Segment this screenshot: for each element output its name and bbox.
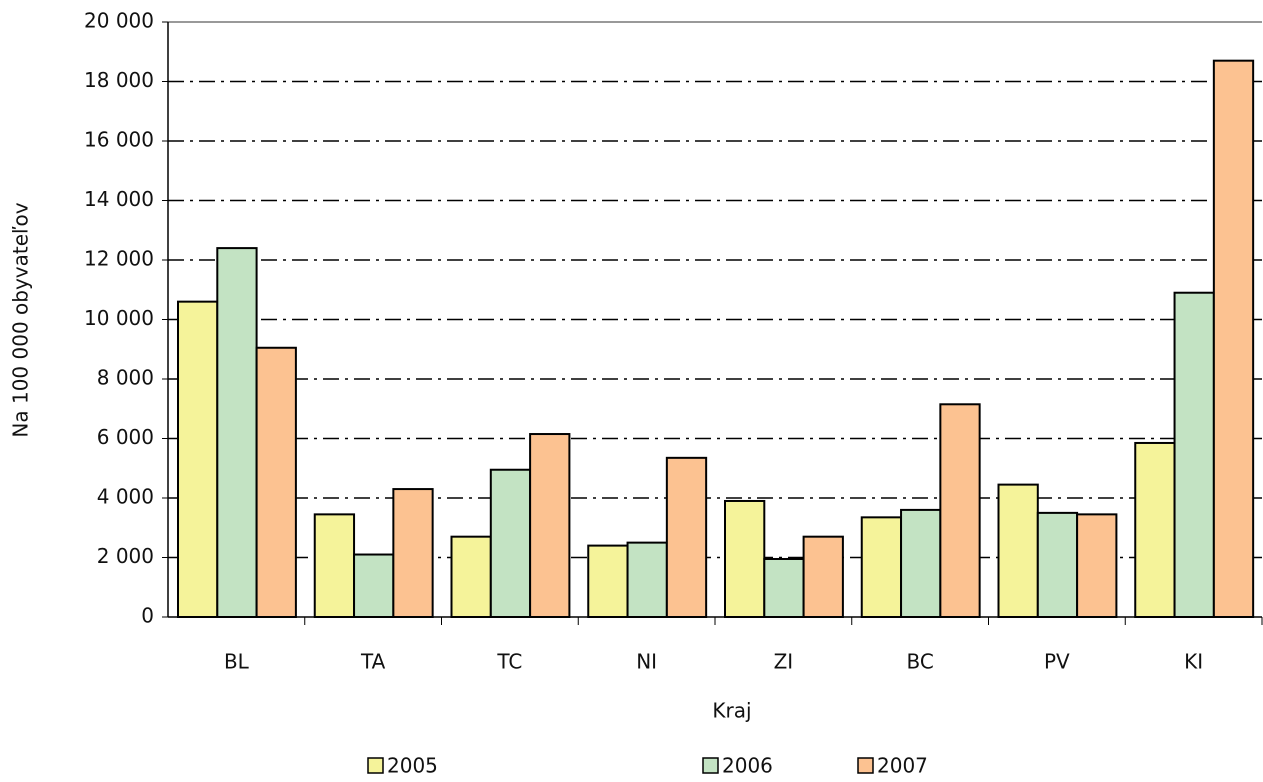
bar [177, 300, 219, 618]
bar [450, 535, 492, 618]
y-tick-label: 0 [141, 604, 154, 628]
legend-swatch [367, 757, 384, 774]
y-tick-label: 18 000 [84, 68, 154, 92]
bar [255, 346, 297, 618]
bar [392, 488, 434, 619]
legend-label: 2007 [877, 754, 928, 778]
y-tick-label: 6 000 [97, 425, 154, 449]
bar [997, 483, 1039, 618]
bar [724, 499, 766, 619]
y-tick-label: 4 000 [97, 485, 154, 509]
bar [353, 553, 395, 619]
x-tick-label: TC [496, 650, 522, 674]
bar [1036, 511, 1079, 618]
bar [900, 508, 942, 618]
bar [802, 535, 844, 618]
y-tick-label: 8 000 [97, 366, 154, 390]
bar [313, 513, 356, 618]
y-tick-label: 2 000 [97, 544, 154, 568]
bar [587, 544, 629, 618]
bar [939, 403, 981, 618]
bar [626, 541, 668, 618]
bar [860, 516, 903, 619]
bar [489, 468, 532, 618]
legend-label: 2005 [387, 754, 438, 778]
legend-swatch [857, 757, 874, 774]
bar [1134, 441, 1176, 618]
bar [529, 433, 571, 618]
bar [1076, 513, 1118, 618]
y-tick-label: 20 000 [84, 9, 154, 33]
y-tick-label: 10 000 [84, 306, 154, 330]
y-tick-label: 14 000 [84, 187, 154, 211]
x-tick-label: BL [224, 650, 250, 674]
x-axis-label: Kraj [712, 699, 751, 723]
x-tick-label: ZI [774, 650, 794, 674]
bar [1212, 59, 1255, 619]
x-tick-label: KI [1184, 650, 1203, 674]
x-tick-label: NI [636, 650, 657, 674]
legend-label: 2006 [722, 754, 773, 778]
bar [665, 456, 708, 618]
y-tick-label: 12 000 [84, 247, 154, 271]
legend-swatch [702, 757, 719, 774]
bar [216, 247, 258, 618]
y-axis-label: Na 100 000 obyvateľov [9, 202, 33, 437]
x-tick-label: BC [906, 650, 933, 674]
x-tick-label: TA [360, 650, 386, 674]
bar [1173, 291, 1215, 618]
bar [763, 557, 805, 618]
y-tick-label: 16 000 [84, 128, 154, 152]
x-tick-label: PV [1044, 650, 1070, 674]
